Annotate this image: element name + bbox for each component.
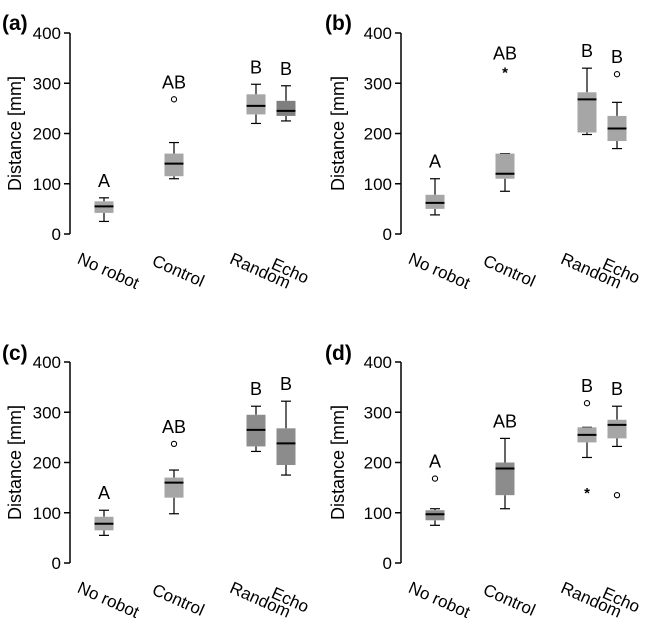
outlier-point — [431, 475, 439, 482]
y-tick-label: 300 — [364, 74, 392, 93]
y-tick-label: 0 — [383, 225, 392, 244]
outlier-point — [170, 440, 178, 448]
y-tick-label: 200 — [33, 125, 61, 144]
y-tick-label: 100 — [364, 504, 392, 523]
y-tick-label: 400 — [33, 24, 61, 43]
box-iqr — [495, 153, 515, 179]
category-label: Control — [149, 580, 207, 620]
box-iqr — [425, 194, 445, 209]
category-label: No robot — [75, 249, 143, 293]
y-tick-label: 400 — [364, 24, 392, 43]
significance-label: B — [250, 379, 262, 399]
box-no-robot: A No robot — [406, 452, 474, 622]
box-iqr — [425, 510, 445, 521]
category-label: Control — [480, 580, 538, 620]
category-label: Control — [149, 251, 207, 291]
significance-label: B — [280, 59, 292, 79]
box-iqr — [164, 153, 184, 177]
extreme-point: * — [502, 65, 508, 82]
outlier-point — [613, 71, 621, 78]
significance-label: AB — [162, 72, 186, 92]
panel-label: (a) — [2, 12, 28, 35]
category-label: No robot — [75, 578, 143, 622]
significance-label: A — [429, 152, 441, 172]
box-control: *AB Control — [480, 44, 538, 291]
box-iqr — [577, 92, 597, 133]
significance-label: B — [611, 379, 623, 399]
y-tick-label: 300 — [33, 74, 61, 93]
significance-label: AB — [493, 411, 517, 431]
y-tick-label: 200 — [33, 454, 61, 473]
category-label: No robot — [406, 249, 474, 293]
y-axis-title: Distance [mm] — [328, 405, 348, 520]
category-label: Control — [480, 251, 538, 291]
panel-label: (c) — [2, 342, 28, 365]
category-label: No robot — [406, 578, 474, 622]
panel-label: (d) — [325, 342, 352, 365]
box-no-robot: A No robot — [75, 171, 143, 293]
significance-label: B — [581, 41, 593, 61]
significance-label: AB — [162, 417, 186, 437]
significance-label: B — [611, 47, 623, 67]
panel-label: (b) — [325, 12, 352, 35]
significance-label: B — [280, 374, 292, 394]
outlier-point — [583, 400, 591, 407]
y-tick-label: 100 — [364, 175, 392, 194]
box-iqr — [164, 477, 184, 498]
y-tick-label: 400 — [364, 353, 392, 372]
y-tick-label: 100 — [33, 175, 61, 194]
y-axis-title: Distance [mm] — [5, 405, 25, 520]
significance-label: B — [250, 57, 262, 77]
extreme-point: * — [584, 485, 590, 502]
outlier-point — [170, 96, 178, 103]
box-control: AB Control — [480, 411, 538, 619]
box-iqr — [607, 419, 627, 439]
significance-label: A — [98, 483, 110, 503]
box-control: AB Control — [149, 417, 207, 620]
y-tick-label: 200 — [364, 125, 392, 144]
significance-label: A — [429, 452, 441, 472]
y-tick-label: 400 — [33, 353, 61, 372]
y-tick-label: 300 — [33, 403, 61, 422]
y-axis-title: Distance [mm] — [5, 76, 25, 191]
y-tick-label: 0 — [52, 554, 61, 573]
y-tick-label: 0 — [52, 225, 61, 244]
y-tick-label: 0 — [383, 554, 392, 573]
y-tick-label: 200 — [364, 454, 392, 473]
box-iqr — [276, 428, 296, 466]
y-axis-title: Distance [mm] — [328, 76, 348, 191]
box-iqr — [495, 462, 515, 496]
y-tick-label: 300 — [364, 403, 392, 422]
box-no-robot: A No robot — [406, 152, 474, 293]
box-control: AB Control — [149, 72, 207, 290]
outlier-point — [613, 492, 621, 499]
box-iqr — [246, 94, 266, 115]
box-no-robot: A No robot — [75, 483, 143, 622]
significance-label: A — [98, 171, 110, 191]
y-tick-label: 100 — [33, 504, 61, 523]
significance-label: B — [581, 376, 593, 396]
significance-label: AB — [493, 44, 517, 64]
box-iqr — [276, 100, 296, 116]
